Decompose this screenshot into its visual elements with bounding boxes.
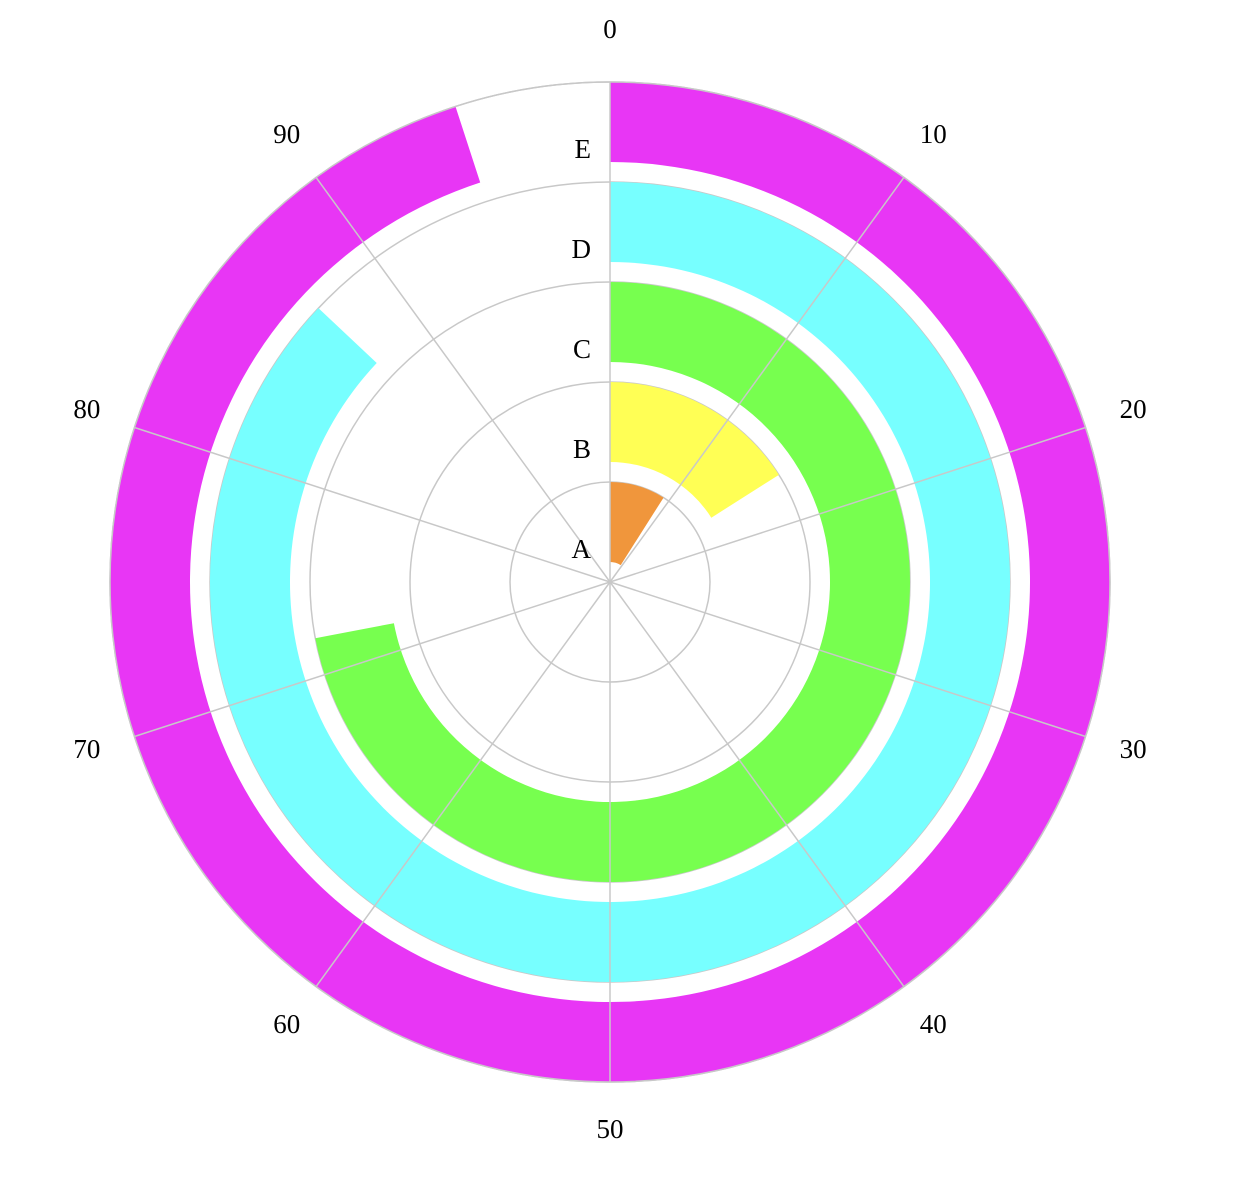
bar-A xyxy=(610,482,664,566)
bar-C xyxy=(315,282,910,883)
outer-circle xyxy=(109,81,1111,1083)
radial-bars xyxy=(110,82,1111,1082)
spoke-20 xyxy=(609,426,1086,583)
angle-tick-label-40: 40 xyxy=(920,1009,947,1039)
angle-tick-label-10: 10 xyxy=(920,119,947,149)
category-label-C: C xyxy=(573,334,591,364)
angle-tick-labels: 0 10 20 30 40 50 60 70 80 90 xyxy=(73,14,1146,1144)
angle-tick-label-60: 60 xyxy=(273,1009,300,1039)
bar-B xyxy=(610,382,779,518)
polar-spokes xyxy=(109,81,1111,1083)
spoke-90 xyxy=(315,177,611,583)
spoke-30 xyxy=(609,581,1086,738)
category-label-B: B xyxy=(573,434,591,464)
spoke-60 xyxy=(315,581,611,987)
angle-tick-label-30: 30 xyxy=(1120,734,1147,764)
category-label-D: D xyxy=(572,234,592,264)
category-labels: A B C D E xyxy=(572,134,592,564)
category-label-E: E xyxy=(575,134,592,164)
spoke-80 xyxy=(134,426,611,583)
angle-tick-label-80: 80 xyxy=(73,394,100,424)
category-label-A: A xyxy=(572,534,592,564)
spoke-10 xyxy=(609,177,905,583)
spoke-70 xyxy=(134,581,611,738)
angle-tick-label-20: 20 xyxy=(1120,394,1147,424)
angle-tick-label-90: 90 xyxy=(273,119,300,149)
angle-tick-label-50: 50 xyxy=(597,1114,624,1144)
spoke-40 xyxy=(609,581,905,987)
angle-tick-label-70: 70 xyxy=(73,734,100,764)
angle-tick-label-0: 0 xyxy=(603,14,617,44)
